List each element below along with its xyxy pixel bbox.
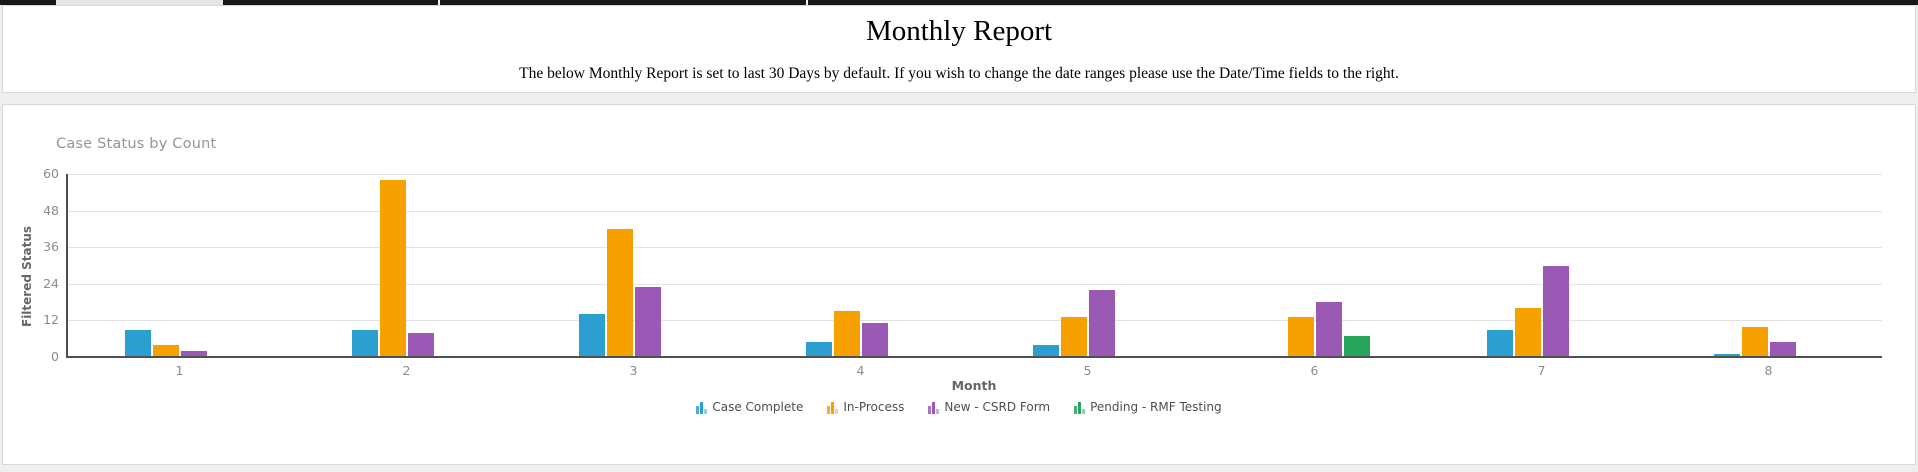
bar-pending-rmf-testing-month-6[interactable] (1343, 335, 1370, 357)
gridline-y48 (66, 210, 1882, 212)
y-tick-label: 0 (51, 349, 59, 364)
legend-item-in-process[interactable]: In-Process (827, 401, 904, 414)
bar-new-csrd-form-month-7[interactable] (1542, 265, 1569, 357)
legend-label: Case Complete (712, 400, 804, 414)
mini-bar-chart-icon (1074, 401, 1086, 414)
mini-bar-chart-icon (696, 401, 708, 414)
x-tick-label-4: 4 (856, 363, 865, 378)
bar-in-process-month-1[interactable] (152, 344, 179, 357)
bar-in-process-month-3[interactable] (606, 228, 633, 357)
x-tick-label-7: 7 (1537, 363, 1546, 378)
bar-new-csrd-form-month-4[interactable] (861, 323, 888, 357)
gridline-y36 (66, 247, 1882, 249)
bar-new-csrd-form-month-8[interactable] (1769, 341, 1796, 357)
x-axis-line (66, 356, 1882, 358)
y-tick-label: 12 (43, 312, 59, 328)
bar-in-process-month-6[interactable] (1287, 317, 1314, 357)
gridline-y60 (66, 174, 1882, 175)
y-tick-label: 36 (43, 239, 59, 255)
mini-bar-chart-icon (928, 401, 940, 414)
bar-case-complete-month-4[interactable] (805, 341, 832, 357)
x-tick-label-2: 2 (402, 363, 411, 378)
bar-in-process-month-8[interactable] (1741, 326, 1768, 357)
bar-new-csrd-form-month-2[interactable] (407, 332, 434, 357)
x-tick-label-1: 1 (175, 363, 184, 378)
y-tick-label: 24 (43, 275, 59, 291)
x-tick-label-8: 8 (1764, 363, 1773, 378)
tab-separator (806, 0, 808, 5)
legend-item-pending-rmf-testing[interactable]: Pending - RMF Testing (1074, 401, 1222, 414)
bar-case-complete-month-3[interactable] (578, 314, 605, 357)
legend-item-new-csrd-form[interactable]: New - CSRD Form (928, 401, 1050, 414)
bar-in-process-month-2[interactable] (379, 180, 406, 357)
bar-case-complete-month-2[interactable] (351, 329, 378, 357)
bar-new-csrd-form-month-5[interactable] (1088, 289, 1115, 357)
page-subtitle: The below Monthly Report is set to last … (519, 65, 1399, 82)
x-tick-label-5: 5 (1083, 363, 1092, 378)
gridline-y12 (66, 320, 1882, 322)
x-tick-label-6: 6 (1310, 363, 1319, 378)
bar-in-process-month-4[interactable] (833, 311, 860, 357)
bar-new-csrd-form-month-1[interactable] (180, 350, 207, 357)
legend-label: In-Process (843, 400, 905, 414)
bar-case-complete-month-5[interactable] (1032, 344, 1059, 357)
legend-label: Pending - RMF Testing (1090, 400, 1222, 414)
gridline-y24 (66, 283, 1882, 285)
bar-in-process-month-5[interactable] (1060, 317, 1087, 357)
x-axis-title: Month (951, 378, 997, 393)
report-header-panel: Monthly Report The below Monthly Report … (2, 5, 1916, 93)
chart-title: Case Status by Count (56, 136, 217, 152)
bar-case-complete-month-7[interactable] (1486, 329, 1513, 357)
chart-legend: Case Complete In-Process New - CSRD Form Pe… (3, 401, 1915, 414)
legend-item-case-complete[interactable]: Case Complete (696, 401, 803, 414)
bar-new-csrd-form-month-6[interactable] (1315, 302, 1342, 357)
page-title: Monthly Report (865, 15, 1053, 47)
bar-case-complete-month-1[interactable] (124, 329, 151, 357)
bar-new-csrd-form-month-3[interactable] (634, 286, 661, 357)
bar-case-complete-month-8[interactable] (1713, 353, 1740, 357)
y-tick-label: 48 (43, 202, 59, 218)
browser-tab-strip (0, 0, 1918, 5)
x-tick-label-3: 3 (629, 363, 638, 378)
y-axis-line (66, 174, 68, 357)
tab-separator (438, 0, 440, 5)
case-status-chart-panel: Case Status by Count Filtered Status 0 12… (2, 104, 1916, 465)
legend-label: New - CSRD Form (944, 400, 1051, 414)
y-tick-label: 60 (43, 166, 59, 181)
bar-in-process-month-7[interactable] (1514, 308, 1541, 357)
mini-bar-chart-icon (827, 401, 839, 414)
browser-tab-gap (56, 0, 223, 5)
